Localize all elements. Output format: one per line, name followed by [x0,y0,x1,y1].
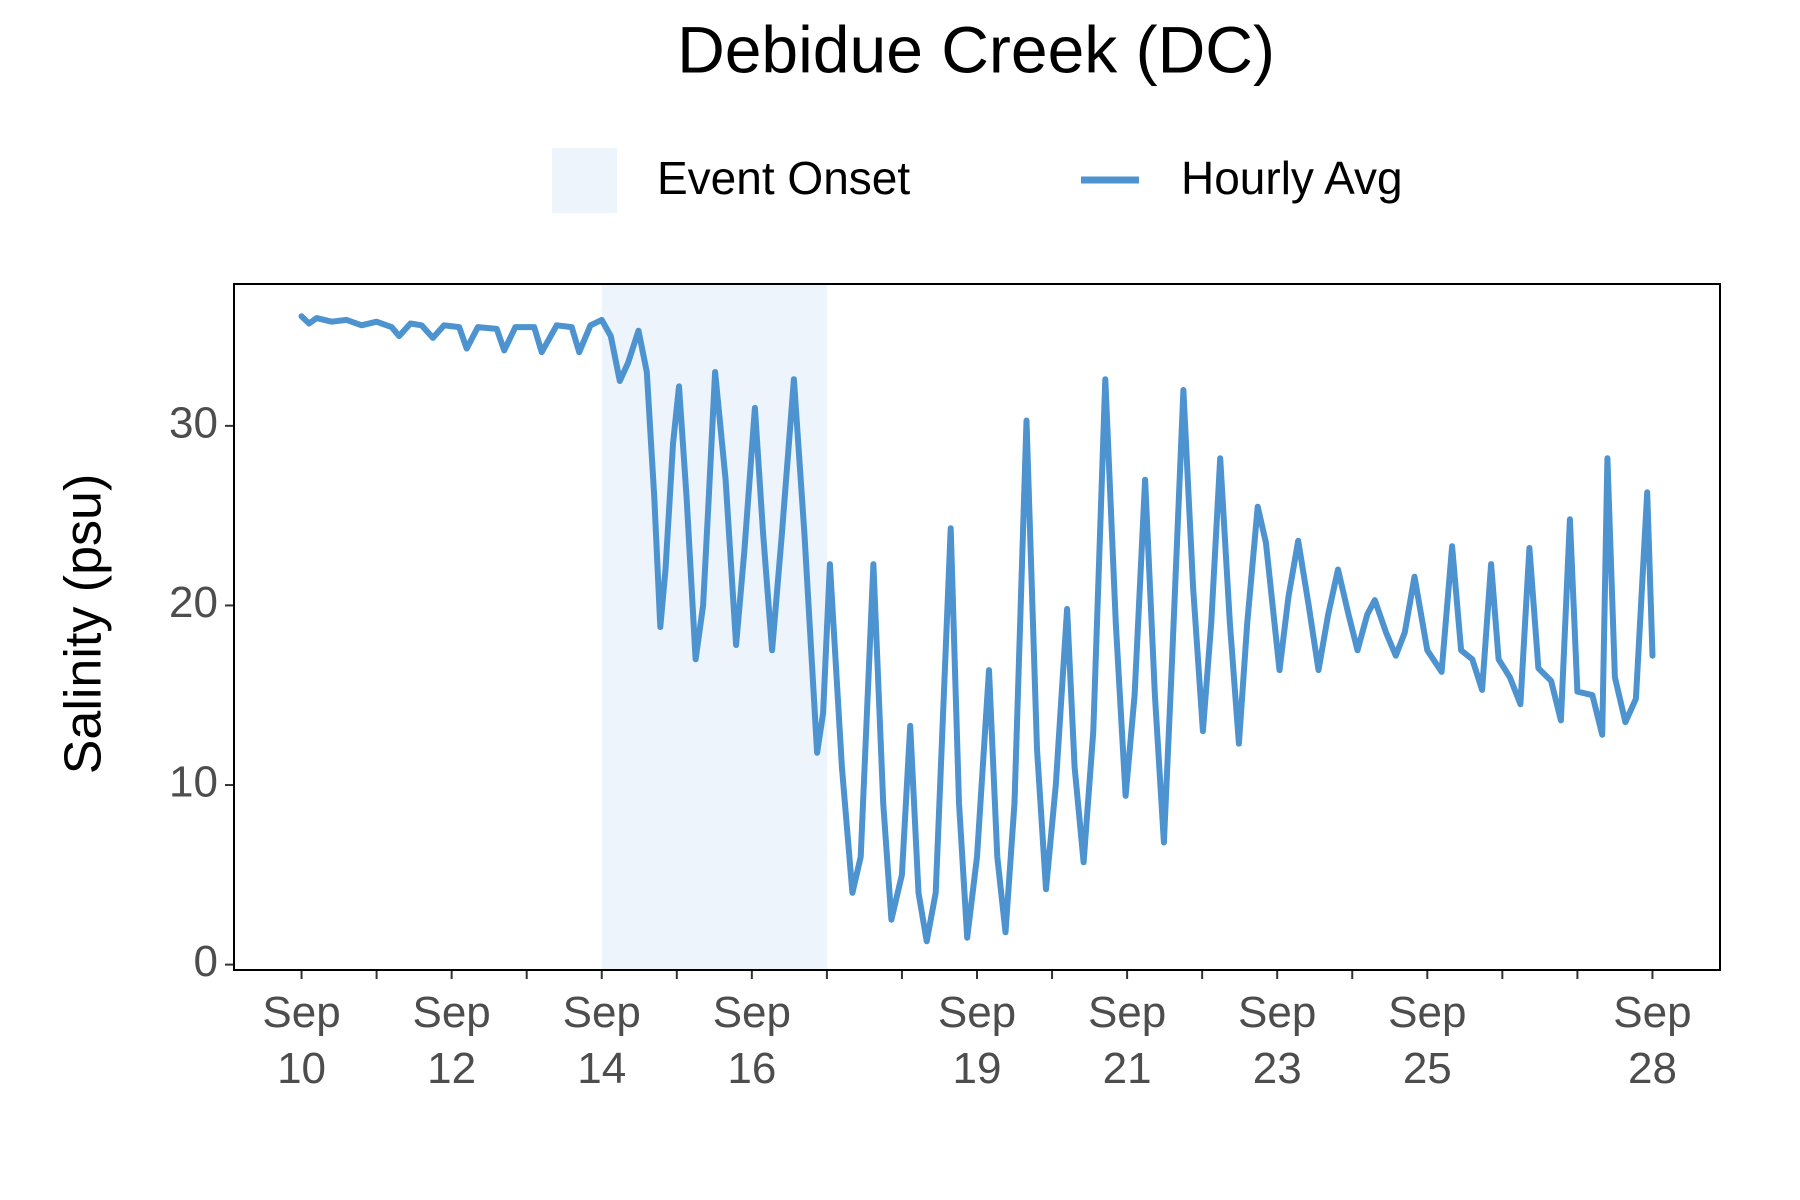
y-tick-label: 30 [169,398,218,447]
chart-title: Debidue Creek (DC) [677,12,1275,86]
y-axis-label: Salinity (psu) [55,474,113,775]
legend-label: Event Onset [657,152,910,204]
legend-swatch-region [552,148,617,213]
panel-border [233,283,1721,971]
x-tick-label: Sep 19 [938,988,1016,1093]
x-tick-label: Sep 14 [563,988,641,1093]
y-tick-label: 10 [169,758,218,807]
data-line [298,313,1656,945]
y-tick-label: 0 [194,937,218,986]
x-tick-label: Sep 28 [1613,988,1691,1093]
x-tick-label: Sep 12 [412,988,490,1093]
x-tick-label: Sep 10 [262,988,340,1093]
y-tick-label: 20 [169,578,218,627]
x-tick-label: Sep 25 [1388,988,1466,1093]
x-tick-label: Sep 21 [1088,988,1166,1093]
x-tick-label: Sep 23 [1238,988,1316,1093]
x-tick-label: Sep 16 [713,988,791,1093]
legend-label: Hourly Avg [1181,152,1403,204]
